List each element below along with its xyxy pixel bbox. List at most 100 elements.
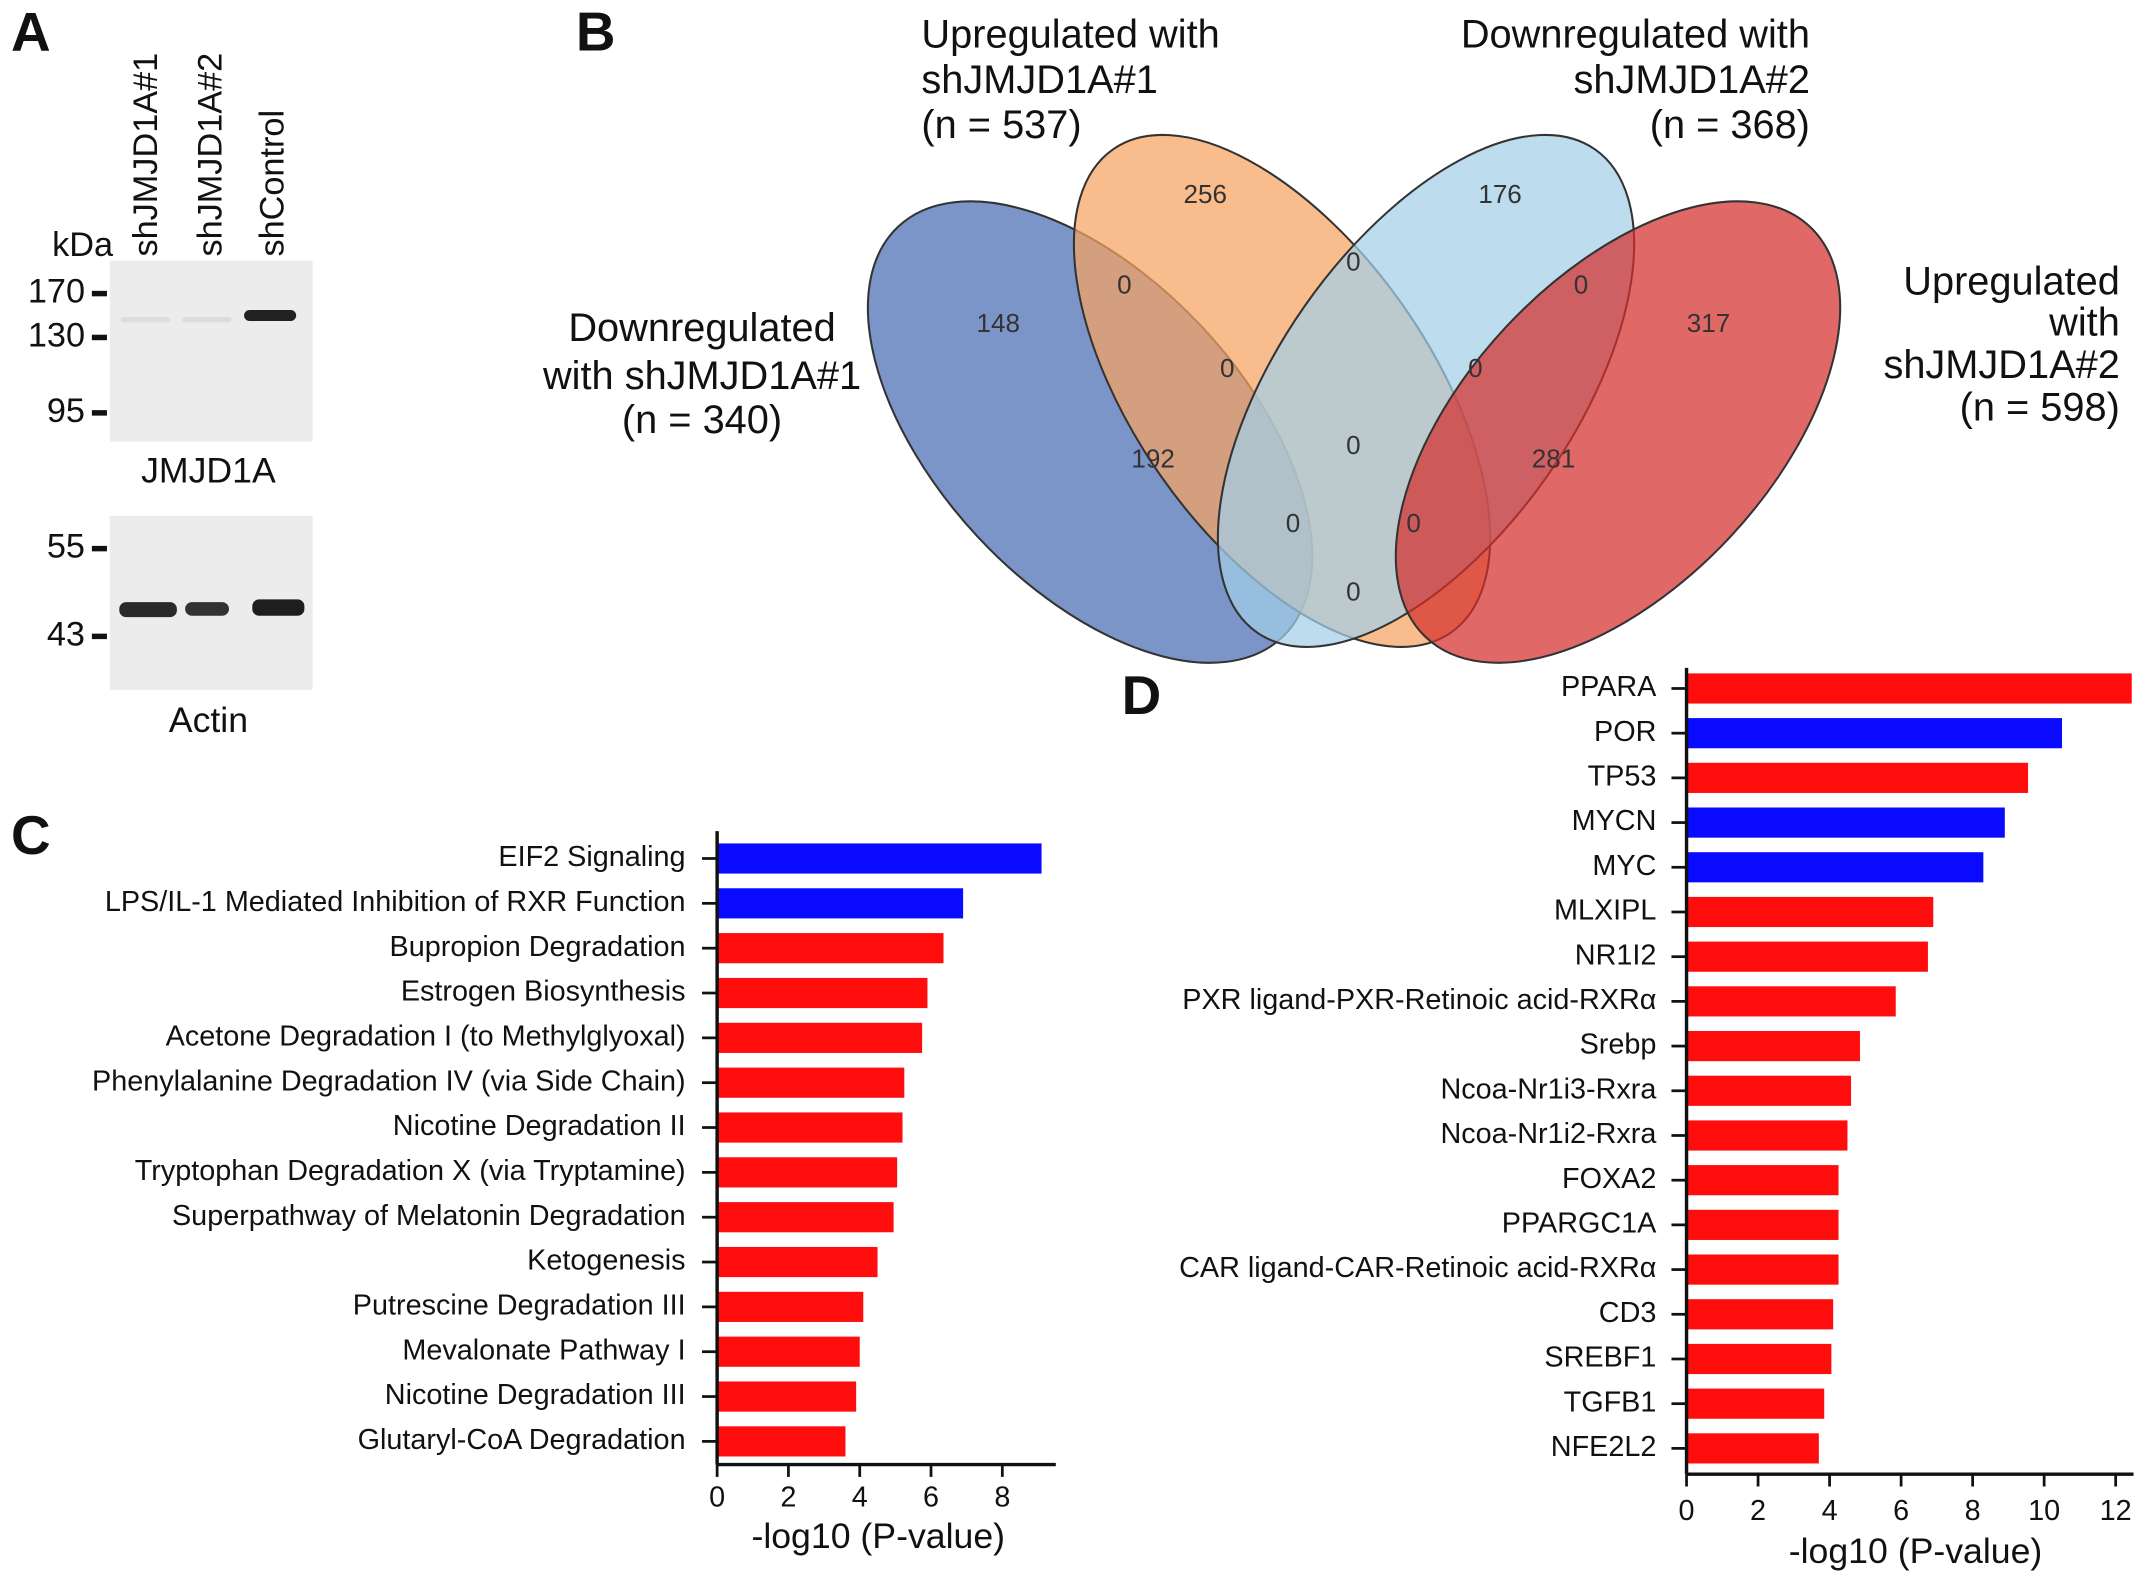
bar (1686, 673, 2132, 704)
bar (1686, 1299, 1834, 1330)
bar (717, 888, 964, 919)
marker-label: 170 (28, 273, 85, 311)
x-tick-label: 0 (709, 1481, 725, 1513)
bar (717, 1336, 860, 1367)
bar (717, 933, 944, 964)
gel-name: Actin (169, 700, 248, 740)
bar (1686, 986, 1896, 1017)
x-tick-label: 4 (852, 1481, 868, 1513)
bar (717, 1067, 905, 1098)
set-label: (n = 368) (1650, 103, 1810, 147)
bar (717, 977, 928, 1009)
region-count: 0 (1406, 508, 1420, 538)
region-count: 0 (1117, 270, 1132, 300)
set-label: Downregulated (568, 306, 835, 350)
set-label: Upregulated (1903, 259, 2120, 303)
bar (717, 1112, 903, 1143)
lane-label: shJMJD1A#2 (192, 53, 230, 257)
category-label: Glutaryl-CoA Degradation (358, 1424, 686, 1456)
region-count: 0 (1574, 270, 1588, 300)
region-count: 0 (1468, 353, 1483, 383)
x-tick-label: 12 (2100, 1495, 2132, 1527)
x-tick-label: 6 (923, 1481, 939, 1513)
category-label: FOXA2 (1562, 1163, 1656, 1195)
x-tick-label: 6 (1893, 1495, 1909, 1527)
set-label: with shJMJD1A#1 (542, 354, 861, 398)
bar (1686, 1433, 1819, 1464)
bar (1686, 1075, 1852, 1106)
category-label: Ncoa-Nr1i3-Rxra (1440, 1073, 1656, 1105)
category-label: Srebp (1580, 1029, 1657, 1061)
region-count: 0 (1220, 353, 1235, 383)
bar (717, 1381, 857, 1412)
x-tick-label: 4 (1822, 1495, 1838, 1527)
bar (1686, 1165, 1839, 1196)
region-count: 0 (1286, 508, 1301, 538)
gel-name: JMJD1A (141, 451, 276, 491)
bar (717, 1426, 846, 1457)
x-tick-label: 2 (780, 1481, 796, 1513)
band (185, 602, 229, 616)
bar (1686, 807, 2005, 838)
x-tick-label: 10 (2028, 1495, 2060, 1527)
category-label: EIF2 Signaling (498, 841, 685, 873)
x-axis-label: -log10 (P-value) (1789, 1531, 2043, 1571)
category-label: Tryptophan Degradation X (via Tryptamine… (135, 1155, 686, 1187)
category-label: PPARA (1561, 671, 1657, 703)
category-label: MLXIPL (1554, 895, 1656, 927)
category-label: LPS/IL-1 Mediated Inhibition of RXR Func… (105, 886, 686, 918)
band (252, 599, 305, 616)
category-label: TP53 (1588, 760, 1657, 792)
bar (1686, 1030, 1860, 1062)
category-label: Mevalonate Pathway I (402, 1334, 685, 1366)
bar (1686, 1254, 1839, 1285)
bar (1686, 1388, 1825, 1419)
category-label: PPARGC1A (1502, 1207, 1657, 1239)
unit-label: kDa (52, 226, 114, 264)
bar (1686, 896, 1934, 928)
bar (717, 1157, 898, 1188)
bar (717, 1202, 894, 1233)
category-label: Putrescine Degradation III (353, 1289, 686, 1321)
region-count: 148 (976, 308, 1019, 338)
x-tick-label: 2 (1750, 1495, 1766, 1527)
region-count: 256 (1184, 179, 1227, 209)
set-label: (n = 340) (622, 398, 782, 442)
panel-label: B (576, 0, 616, 62)
category-label: Superpathway of Melatonin Degradation (172, 1200, 686, 1232)
panel-label: D (1122, 664, 1162, 726)
x-tick-label: 8 (994, 1481, 1010, 1513)
bar (1686, 852, 1984, 883)
region-count: 317 (1687, 308, 1730, 338)
bar (1686, 718, 2063, 749)
set-label: Downregulated with (1461, 13, 1810, 57)
bar (717, 1291, 864, 1322)
category-label: MYCN (1572, 805, 1657, 837)
bar (1686, 1120, 1848, 1151)
category-label: NFE2L2 (1551, 1431, 1657, 1463)
set-label: (n = 598) (1960, 386, 2120, 430)
bar (717, 1022, 923, 1053)
category-label: TGFB1 (1564, 1386, 1657, 1418)
bar (1686, 1343, 1832, 1375)
set-label: shJMJD1A#1 (921, 58, 1157, 102)
region-count: 0 (1346, 577, 1361, 607)
x-axis-label: -log10 (P-value) (751, 1516, 1005, 1556)
panel-label: A (11, 0, 51, 62)
category-label: CD3 (1599, 1297, 1657, 1329)
category-label: Acetone Degradation I (to Methylglyoxal) (166, 1020, 686, 1052)
category-label: Ketogenesis (527, 1245, 685, 1277)
venn-set (1394, 200, 1842, 664)
region-count: 0 (1346, 246, 1361, 276)
marker-label: 55 (47, 528, 85, 566)
marker-label: 95 (47, 392, 85, 430)
category-label: NR1I2 (1575, 939, 1657, 971)
lane-label: shControl (253, 110, 291, 257)
band (120, 316, 171, 323)
category-label: MYC (1592, 850, 1656, 882)
marker-label: 43 (47, 615, 85, 653)
bar (717, 843, 1042, 874)
category-label: CAR ligand-CAR-Retinoic acid-RXRα (1179, 1252, 1656, 1284)
category-label: Ncoa-Nr1i2-Rxra (1440, 1118, 1656, 1150)
set-label: shJMJD1A#2 (1883, 343, 2119, 387)
